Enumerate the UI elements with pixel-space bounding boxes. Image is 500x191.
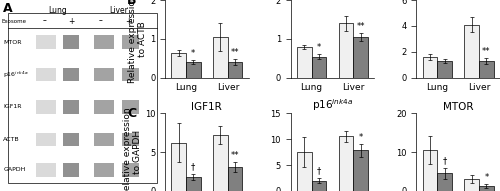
Bar xyxy=(94,163,114,177)
Bar xyxy=(312,181,326,191)
Bar xyxy=(36,163,56,177)
Bar xyxy=(62,100,79,114)
Bar xyxy=(36,133,56,146)
Bar xyxy=(339,23,353,78)
Text: +: + xyxy=(126,16,132,26)
Title: p16$^{ink4a}$: p16$^{ink4a}$ xyxy=(312,97,353,113)
Text: Exosome: Exosome xyxy=(2,19,26,23)
Bar xyxy=(62,35,79,49)
Bar xyxy=(339,136,353,191)
Text: B: B xyxy=(128,0,137,7)
Bar xyxy=(479,186,494,191)
Title: MTOR: MTOR xyxy=(443,102,474,112)
Bar xyxy=(228,62,242,78)
Bar xyxy=(186,177,200,191)
Bar xyxy=(8,13,157,183)
Text: p16$^{ink4a}$: p16$^{ink4a}$ xyxy=(4,69,29,80)
Bar xyxy=(297,47,312,78)
Text: –: – xyxy=(98,16,102,26)
Bar xyxy=(213,135,228,191)
Text: *: * xyxy=(484,173,488,182)
Bar xyxy=(354,37,368,78)
Bar xyxy=(437,61,452,78)
Text: C: C xyxy=(128,107,136,120)
Text: –: – xyxy=(42,16,46,26)
Bar xyxy=(312,57,326,78)
Bar xyxy=(186,62,200,78)
Bar xyxy=(122,163,138,177)
Bar xyxy=(297,152,312,191)
Bar xyxy=(62,163,79,177)
Text: **: ** xyxy=(356,22,365,31)
Text: †: † xyxy=(317,167,321,176)
Bar xyxy=(464,25,479,78)
Bar xyxy=(94,35,114,49)
Text: +: + xyxy=(68,16,74,26)
Bar xyxy=(479,61,494,78)
Bar xyxy=(172,143,186,191)
Text: GAPDH: GAPDH xyxy=(4,168,26,172)
Bar xyxy=(464,179,479,191)
Bar xyxy=(122,100,138,114)
Text: **: ** xyxy=(231,151,239,160)
Text: **: ** xyxy=(482,47,490,56)
Bar xyxy=(36,68,56,81)
Text: IGF1R: IGF1R xyxy=(4,104,22,109)
Y-axis label: Relative expression
to ACTB: Relative expression to ACTB xyxy=(128,0,147,83)
Text: *: * xyxy=(317,43,321,52)
Text: Liver: Liver xyxy=(110,6,128,15)
Text: †: † xyxy=(191,163,196,172)
Bar xyxy=(36,35,56,49)
Bar xyxy=(94,133,114,146)
Bar xyxy=(172,53,186,78)
Text: *: * xyxy=(358,133,363,142)
Bar xyxy=(94,68,114,81)
Bar xyxy=(122,68,138,81)
Bar xyxy=(422,57,437,78)
Bar xyxy=(228,167,242,191)
Bar xyxy=(94,100,114,114)
Bar xyxy=(422,150,437,191)
Bar xyxy=(122,35,138,49)
Bar xyxy=(62,133,79,146)
Text: **: ** xyxy=(231,48,239,57)
Bar xyxy=(354,151,368,191)
Bar xyxy=(213,37,228,78)
Text: MTOR: MTOR xyxy=(4,40,22,45)
Title: IGF1R: IGF1R xyxy=(192,102,222,112)
Text: †: † xyxy=(442,156,446,165)
Text: A: A xyxy=(4,2,13,15)
Bar xyxy=(62,68,79,81)
Bar xyxy=(437,173,452,191)
Text: Lung: Lung xyxy=(48,6,67,15)
Bar xyxy=(36,100,56,114)
Bar xyxy=(122,133,138,146)
Y-axis label: Relative expression
to GAPDH: Relative expression to GAPDH xyxy=(122,108,142,191)
Text: *: * xyxy=(191,49,196,58)
Text: ACTB: ACTB xyxy=(4,137,20,142)
